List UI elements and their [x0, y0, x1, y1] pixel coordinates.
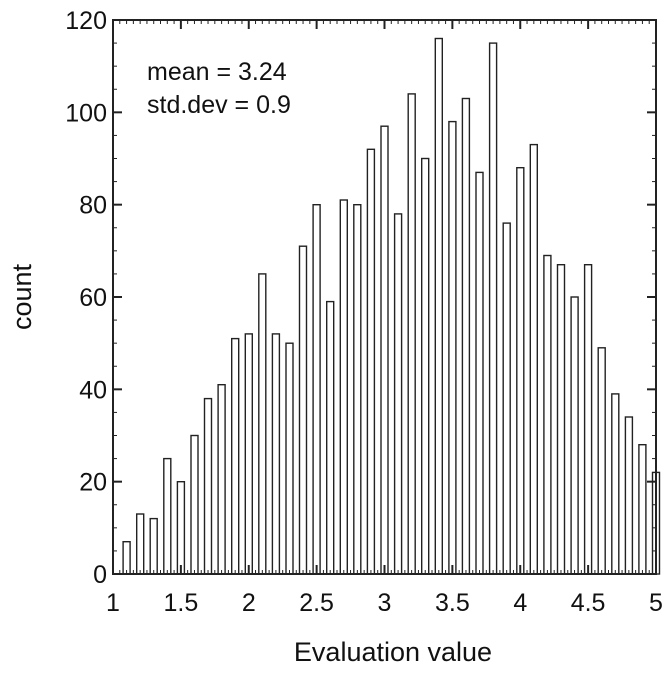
- histogram-bar: [611, 393, 620, 575]
- histogram-bar: [176, 481, 186, 575]
- bars-group: [122, 37, 661, 575]
- histogram-bar: [380, 125, 389, 575]
- histogram-bar: [285, 342, 294, 575]
- axis-ticks: [112, 19, 657, 575]
- histogram-bar: [624, 416, 634, 575]
- histogram-bar: [217, 384, 226, 575]
- std-dev-annotation: std.dev = 0.9: [147, 91, 291, 119]
- histogram-bar: [448, 120, 457, 575]
- histogram-bar: [393, 213, 403, 575]
- histogram-bar: [461, 97, 471, 575]
- x-tick-label: 2: [242, 589, 256, 617]
- mean-annotation: mean = 3.24: [147, 58, 287, 86]
- histogram-bar: [502, 222, 511, 575]
- histogram-bar: [556, 264, 566, 575]
- histogram-bar: [244, 333, 254, 575]
- histogram-bar: [434, 37, 443, 575]
- histogram-bar: [570, 296, 579, 575]
- histogram-bar: [258, 273, 267, 575]
- y-axis-label: count: [7, 263, 37, 330]
- histogram-bar: [475, 171, 484, 575]
- histogram-bar: [190, 434, 199, 575]
- x-tick-label: 1.5: [164, 589, 199, 617]
- y-tick-label: 100: [65, 99, 107, 127]
- x-tick-label: 3.5: [435, 589, 470, 617]
- histogram-bar: [407, 93, 416, 575]
- histogram-bar: [135, 513, 145, 575]
- histogram-bar: [488, 42, 498, 575]
- x-tick-label: 2.5: [299, 589, 334, 617]
- x-tick-label: 1: [106, 589, 120, 617]
- histogram-bar: [298, 245, 308, 575]
- histogram-bar: [163, 457, 172, 575]
- histogram-bar: [583, 264, 593, 575]
- y-tick-label: 120: [65, 7, 107, 35]
- histogram-bar: [326, 300, 335, 575]
- histogram-bar: [271, 333, 281, 575]
- histogram-bar: [421, 157, 430, 575]
- histogram-bar: [597, 347, 606, 575]
- histogram-bar: [122, 541, 131, 575]
- y-tick-label: 20: [79, 469, 107, 497]
- x-tick-label: 4.5: [571, 589, 606, 617]
- histogram-bar: [149, 517, 158, 575]
- histogram-bar: [339, 199, 348, 575]
- x-tick-label: 5: [649, 589, 663, 617]
- histogram-bar: [366, 148, 376, 575]
- histogram-bar: [543, 254, 552, 575]
- histogram-bar: [638, 444, 647, 575]
- x-axis-label: Evaluation value: [294, 637, 492, 667]
- x-tick-label: 4: [513, 589, 527, 617]
- histogram-bar: [312, 203, 321, 575]
- y-tick-label: 0: [93, 561, 107, 589]
- histogram-bar: [353, 203, 362, 575]
- histogram-bar: [230, 337, 240, 575]
- histogram-bar: [529, 143, 538, 575]
- y-tick-label: 40: [79, 376, 107, 404]
- tick-labels: 1 1.5 2 2.5 3 3.5 4 4.5 5 0 20 40 60 80 100 120: [65, 7, 663, 617]
- histogram-bar: [516, 166, 525, 575]
- histogram-bar: [203, 397, 213, 575]
- y-tick-label: 80: [79, 192, 107, 220]
- y-tick-label: 60: [79, 284, 107, 312]
- x-tick-label: 3: [378, 589, 392, 617]
